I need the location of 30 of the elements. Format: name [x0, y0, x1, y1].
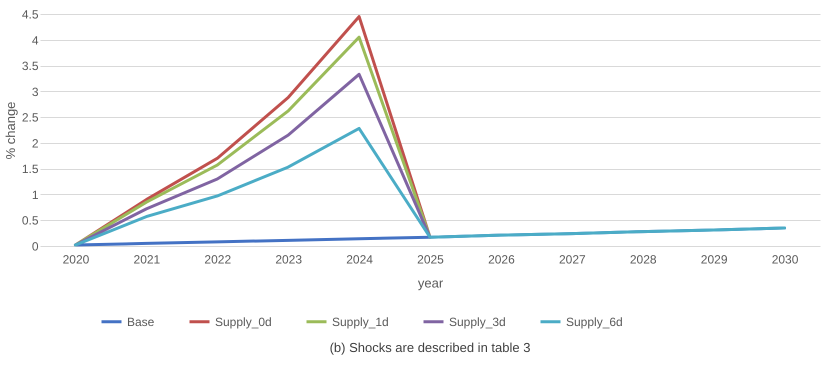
line-series — [74, 126, 786, 246]
x-tick-label: 2022 — [204, 252, 232, 266]
y-tick-label: 2 — [32, 136, 39, 150]
y-tick-label: 0.5 — [22, 214, 39, 228]
legend-label: Supply_6d — [566, 314, 623, 329]
legend-label: Base — [127, 314, 155, 329]
x-tick-label: 2020 — [62, 252, 90, 266]
x-tick-label: 2029 — [700, 252, 728, 266]
x-tick-label: 2021 — [134, 252, 161, 266]
y-tick-label: 2.5 — [22, 110, 39, 125]
y-tick-label: 4.5 — [22, 8, 39, 22]
y-tick-label: 3.5 — [22, 59, 39, 74]
x-tick-label: 2023 — [275, 252, 302, 266]
text: (b) Shocks are described in table 3 — [330, 340, 530, 355]
y-tick-label: 1.5 — [22, 162, 39, 176]
x-tick-label: 2024 — [346, 252, 374, 266]
y-axis-title: % change — [2, 102, 18, 160]
x-axis-title: year — [418, 276, 444, 290]
x-tick-label: 2026 — [488, 252, 516, 266]
y-tick-label: 4 — [32, 33, 39, 48]
x-tick-label: 2025 — [417, 252, 444, 266]
legend-label: Supply_1d — [332, 314, 389, 329]
y-tick-label: 0 — [32, 240, 39, 254]
x-tick-label: 2028 — [630, 252, 657, 266]
y-tick-label: 3 — [32, 84, 39, 99]
x-tick-label: 2030 — [772, 252, 799, 266]
legend-label: Supply_3d — [449, 314, 506, 329]
y-tick-label: 1 — [32, 188, 39, 202]
x-tick-label: 2027 — [558, 252, 586, 266]
legend-label: Supply_0d — [215, 314, 272, 329]
